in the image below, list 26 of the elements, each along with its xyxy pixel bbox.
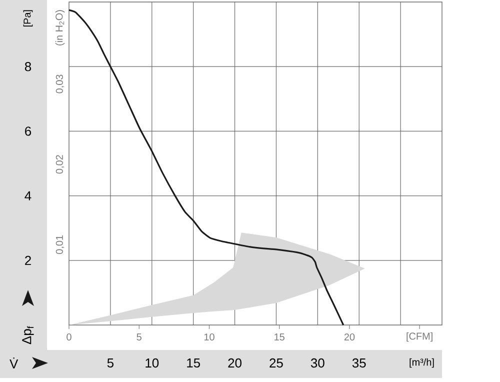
y2-tick-label: 0,01 bbox=[56, 235, 64, 254]
x-tick-label: 35 bbox=[352, 358, 366, 368]
y-axis-title: [Pa] bbox=[23, 10, 33, 27]
x-tick-label: 10 bbox=[146, 358, 159, 368]
y2-tick-label: 0,03 bbox=[56, 74, 64, 94]
x-tick-label: 5 bbox=[107, 358, 114, 368]
x2-tick-label: [CFM] bbox=[406, 332, 432, 342]
x2-tick-label: 15 bbox=[274, 334, 284, 340]
x2-tick-label: 20 bbox=[344, 333, 355, 341]
y-tick-label: 2 bbox=[25, 256, 31, 265]
text: Δp$_{f}$ bbox=[22, 326, 34, 344]
y-tick-label: 4 bbox=[24, 191, 32, 200]
x-tick-label: 25 bbox=[270, 358, 283, 368]
x2-tick-label: 10 bbox=[204, 333, 214, 341]
y2-axis-title: (in H$_{2}$O) bbox=[55, 10, 65, 46]
y-tick-label: 8 bbox=[24, 62, 32, 72]
x-tick-label: 30 bbox=[310, 358, 324, 368]
x-axis-title: [m³/h] bbox=[410, 358, 434, 368]
x2-tick-label: 0 bbox=[66, 333, 72, 341]
x-tick-label: 20 bbox=[228, 358, 242, 368]
y-tick-label: 6 bbox=[25, 126, 32, 136]
x-tick-label: 15 bbox=[187, 358, 200, 368]
x2-tick-label: 5 bbox=[136, 334, 142, 340]
y2-tick-label: 0,02 bbox=[56, 155, 64, 174]
text: V̇ bbox=[10, 358, 18, 368]
line-series bbox=[68, 9, 344, 326]
